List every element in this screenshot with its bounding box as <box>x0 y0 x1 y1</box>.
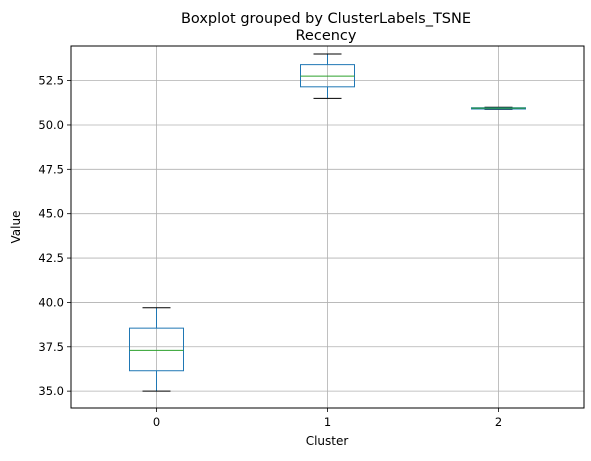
box-cluster-0 <box>129 307 184 392</box>
chart-suptitle: Boxplot grouped by ClusterLabels_TSNE <box>181 11 471 27</box>
x-tick-label: 2 <box>495 415 502 429</box>
x-axis-label: Cluster <box>306 434 349 448</box>
x-tick-label: 0 <box>153 415 160 429</box>
box-cluster-2 <box>471 106 526 110</box>
y-tick-label: 47.5 <box>38 162 64 176</box>
y-axis: 35.0 37.5 40.0 42.5 45.0 47.5 50.0 52.5 <box>38 74 71 398</box>
y-tick-label: 37.5 <box>38 340 64 354</box>
box-iqr <box>129 327 184 372</box>
y-tick-label: 40.0 <box>38 295 64 309</box>
box-cluster-1 <box>300 53 355 99</box>
y-axis-label: Value <box>9 211 23 244</box>
x-axis: 0 1 2 <box>153 408 502 429</box>
y-tick-label: 50.0 <box>38 118 64 132</box>
y-tick-label: 52.5 <box>38 74 64 88</box>
chart-title: Recency <box>296 28 357 44</box>
box-group <box>129 53 526 392</box>
grid-lines <box>71 46 584 408</box>
y-tick-label: 35.0 <box>38 384 64 398</box>
y-tick-label: 42.5 <box>38 251 64 265</box>
y-tick-label: 45.0 <box>38 207 64 221</box>
x-tick-label: 1 <box>324 415 331 429</box>
